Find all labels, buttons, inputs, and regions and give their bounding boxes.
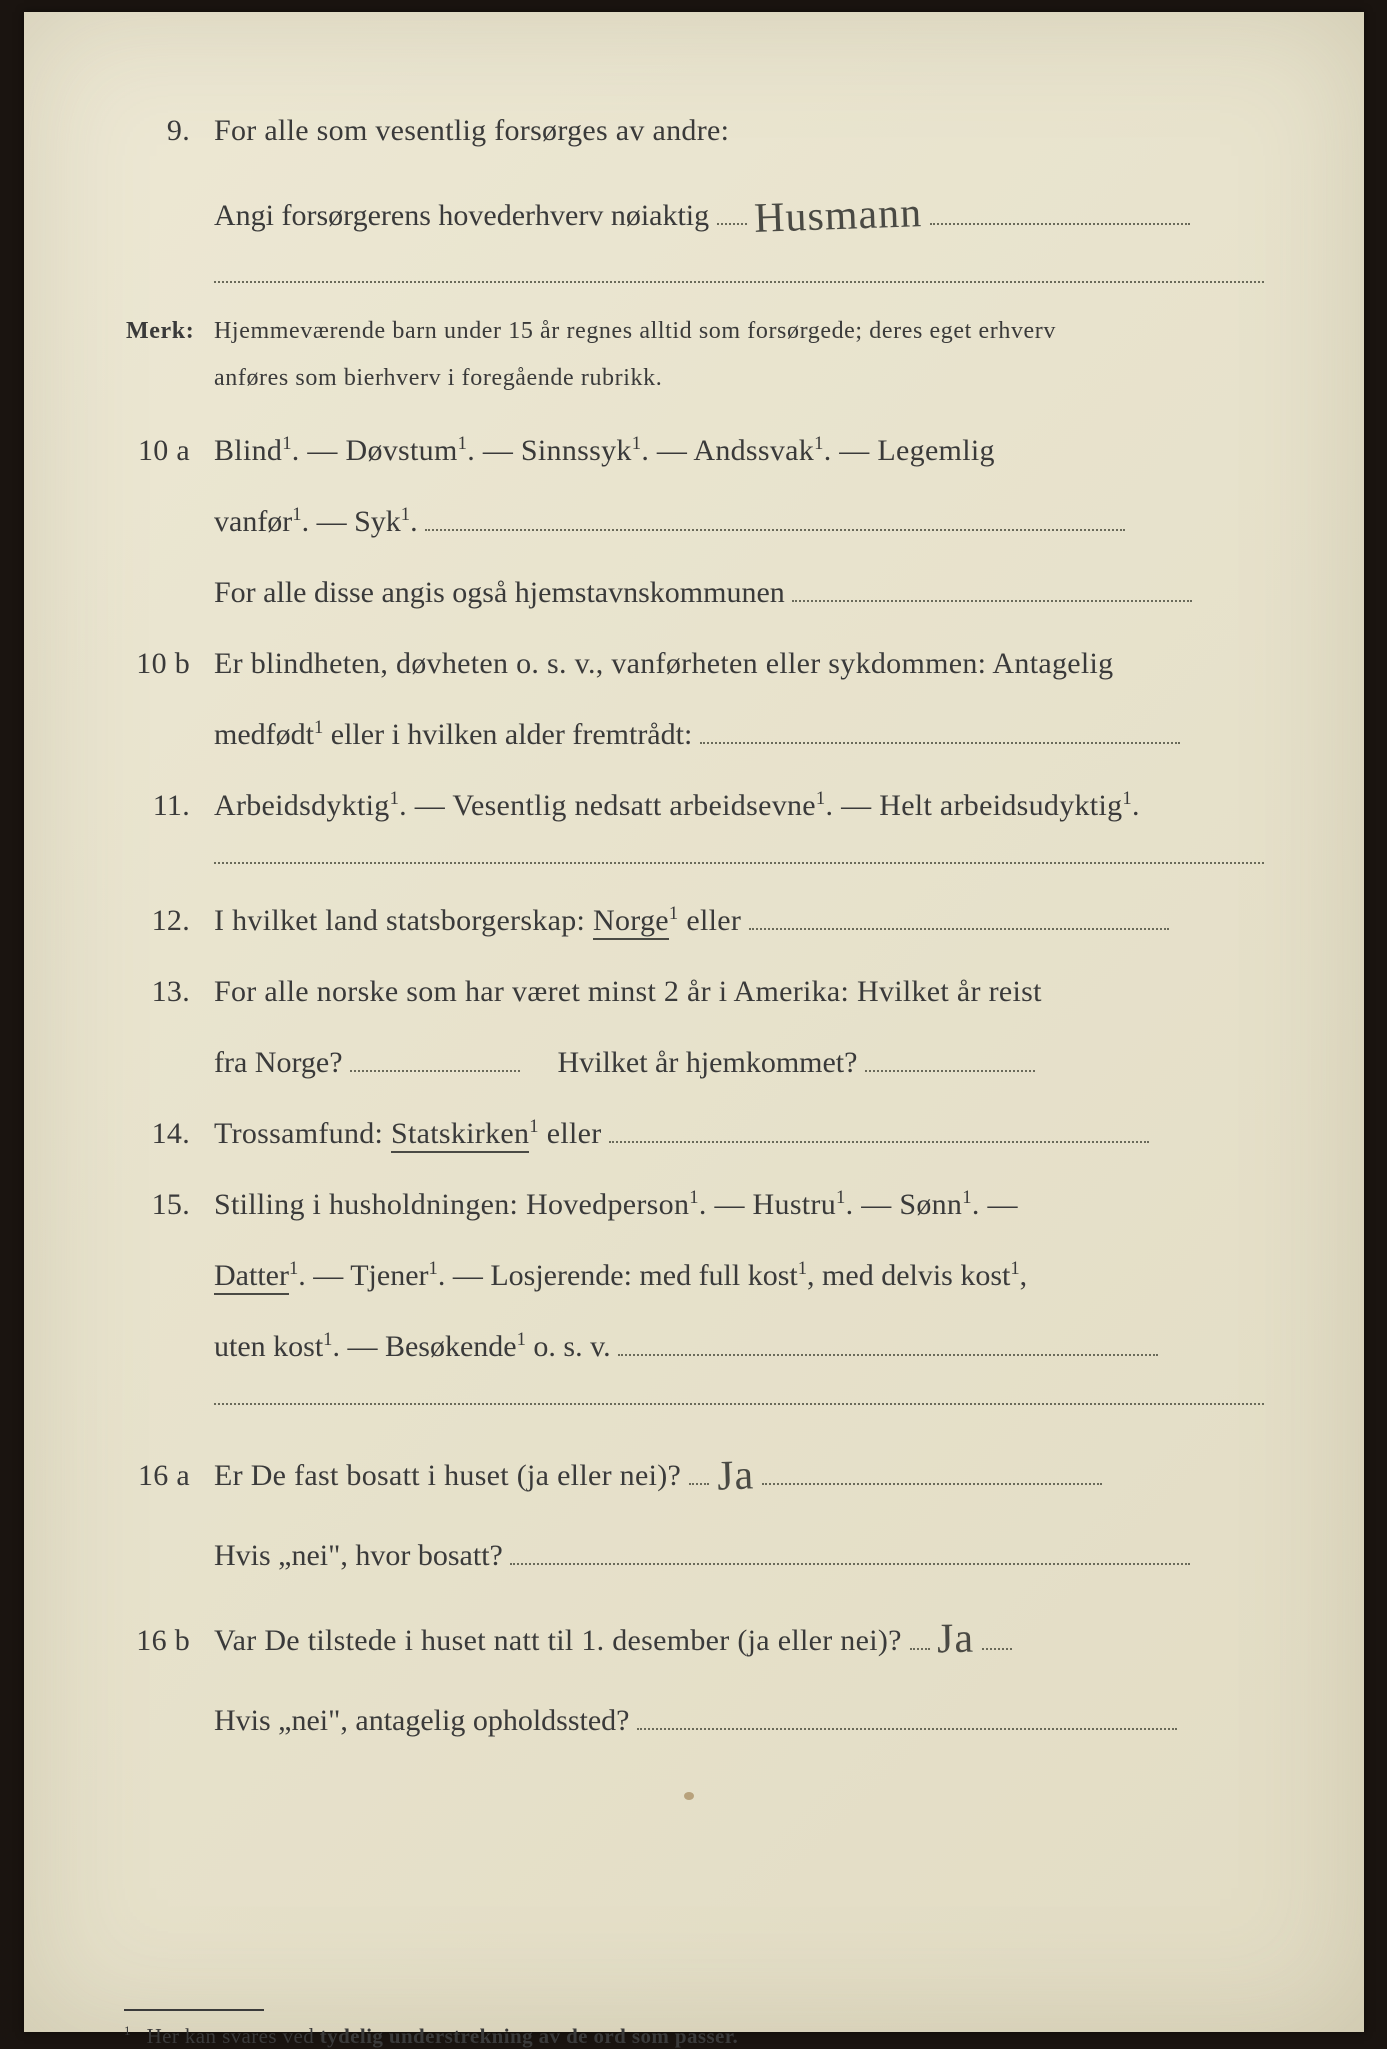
q16b-line1: Var De tilstede i huset natt til 1. dese… (214, 1598, 1264, 1678)
fill-line (792, 572, 1192, 602)
fill-line (700, 714, 1180, 744)
q10b-line1: Er blindheten, døvheten o. s. v., vanfør… (214, 635, 1264, 692)
q14-underlined: Statskirken (391, 1117, 529, 1153)
q16a-line1: Er De fast bosatt i huset (ja eller nei)… (214, 1433, 1264, 1513)
divider (214, 1403, 1264, 1405)
document-paper: 9. For alle som vesentlig forsørges av a… (24, 12, 1364, 2032)
q15-line3: uten kost1. — Besøkende1 o. s. v. (124, 1318, 1264, 1375)
footnote-marker: 1 (124, 2023, 131, 2038)
q10a-line3: For alle disse angis også hjemstavnskomm… (124, 564, 1264, 621)
footnote-bold: tydelig understrekning av de ord som pas… (320, 2024, 738, 2048)
fill-line (637, 1700, 1177, 1730)
q14-number: 14. (124, 1105, 214, 1162)
q13-line1: For alle norske som har været minst 2 år… (214, 963, 1264, 1020)
q13-number: 13. (124, 963, 214, 1020)
merk-label: Merk: (124, 311, 214, 352)
q11-number: 11. (124, 777, 214, 834)
q16b-answer-handwritten: Ja (937, 1600, 975, 1680)
question-14: 14. Trossamfund: Statskirken1 eller (124, 1105, 1264, 1162)
q15-line2: Datter1. — Tjener1. — Losjerende: med fu… (124, 1247, 1264, 1304)
fill-line (930, 195, 1190, 225)
fill-line (689, 1455, 709, 1485)
merk-line2: anføres som bierhverv i foregående rubri… (124, 358, 1264, 399)
divider (214, 281, 1264, 283)
q9-number: 9. (124, 102, 214, 159)
fill-line (609, 1113, 1149, 1143)
question-10b: 10 b Er blindheten, døvheten o. s. v., v… (124, 635, 1264, 692)
q16b-number: 16 b (124, 1612, 214, 1669)
question-15: 15. Stilling i husholdningen: Hovedperso… (124, 1176, 1264, 1233)
q16a-line2: Hvis „nei", hvor bosatt? (124, 1527, 1264, 1584)
footnote: 1 Her kan svares ved tydelig understrekn… (124, 2023, 1264, 2049)
fill-line (350, 1042, 520, 1072)
question-11: 11. Arbeidsdyktig1. — Vesentlig nedsatt … (124, 777, 1264, 834)
question-10a: 10 a Blind1. — Døvstum1. — Sinnssyk1. — … (124, 422, 1264, 479)
q9-line1: For alle som vesentlig forsørges av andr… (214, 102, 1264, 159)
q9-answer-handwritten: Husmann (753, 174, 924, 260)
q9-line2: Angi forsørgerens hovederhverv nøiaktig … (124, 173, 1264, 253)
q10a-line2: vanfør1. — Syk1. (124, 493, 1264, 550)
footnote-rule (124, 2009, 264, 2011)
question-9: 9. For alle som vesentlig forsørges av a… (124, 102, 1264, 159)
fill-line (510, 1535, 1190, 1565)
question-13: 13. For alle norske som har været minst … (124, 963, 1264, 1020)
fill-line (425, 501, 1125, 531)
fill-line (717, 195, 747, 225)
fill-line (910, 1620, 930, 1650)
question-12: 12. I hvilket land statsborgerskap: Norg… (124, 892, 1264, 949)
q10b-number: 10 b (124, 635, 214, 692)
divider (214, 862, 1264, 864)
q10a-line1: Blind1. — Døvstum1. — Sinnssyk1. — Andss… (214, 422, 1264, 479)
footnote-pre: Her kan svares ved (147, 2024, 320, 2048)
paper-stain (684, 1792, 694, 1800)
q13-line2: fra Norge? Hvilket år hjemkommet? (124, 1034, 1264, 1091)
merk-note: Merk: Hjemmeværende barn under 15 år reg… (124, 311, 1264, 352)
q15-number: 15. (124, 1176, 214, 1233)
q11-content: Arbeidsdyktig1. — Vesentlig nedsatt arbe… (214, 777, 1264, 834)
fill-line (865, 1042, 1035, 1072)
fill-line (749, 900, 1169, 930)
q14-content: Trossamfund: Statskirken1 eller (214, 1105, 1264, 1162)
q16a-answer-handwritten: Ja (716, 1437, 756, 1518)
q12-number: 12. (124, 892, 214, 949)
q12-content: I hvilket land statsborgerskap: Norge1 e… (214, 892, 1264, 949)
q9-label: Angi forsørgerens hovederhverv nøiaktig (214, 199, 709, 232)
question-16b: 16 b Var De tilstede i huset natt til 1.… (124, 1598, 1264, 1678)
q12-underlined: Norge (593, 904, 669, 940)
question-16a: 16 a Er De fast bosatt i huset (ja eller… (124, 1433, 1264, 1513)
merk-line1: Hjemmeværende barn under 15 år regnes al… (214, 311, 1264, 352)
fill-line (982, 1620, 1012, 1650)
q10a-number: 10 a (124, 422, 214, 479)
q15-underlined: Datter (214, 1259, 289, 1295)
q10b-line2: medfødt1 eller i hvilken alder fremtrådt… (124, 706, 1264, 763)
fill-line (618, 1326, 1158, 1356)
q15-line1: Stilling i husholdningen: Hovedperson1. … (214, 1176, 1264, 1233)
q16b-line2: Hvis „nei", antagelig opholdssted? (124, 1692, 1264, 1749)
fill-line (762, 1455, 1102, 1485)
q16a-number: 16 a (124, 1447, 214, 1504)
